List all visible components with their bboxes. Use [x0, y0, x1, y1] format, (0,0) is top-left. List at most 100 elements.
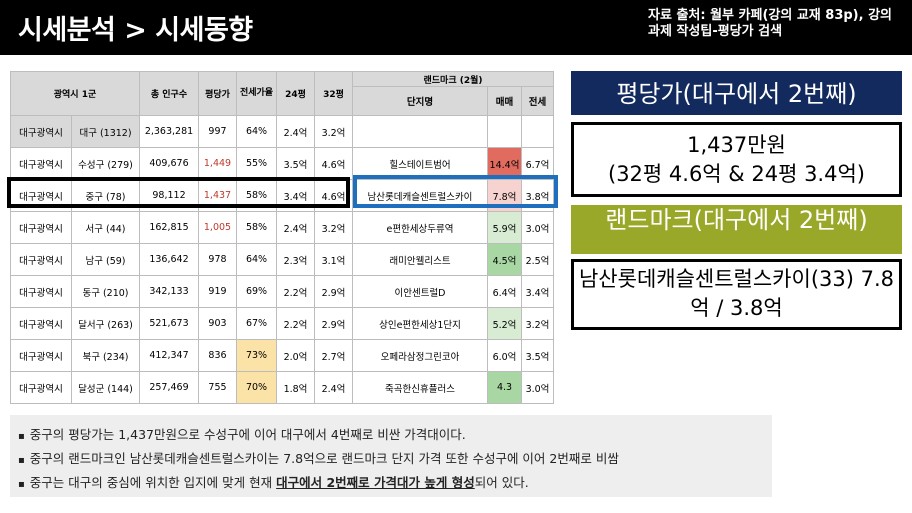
cell-32: 3.2억 — [314, 115, 353, 148]
cell-sale — [487, 115, 522, 148]
cell-city: 대구광역시 — [10, 275, 72, 308]
table-row: 대구광역시 남구 (59) 136,642 978 64% 2.3억 3.1억 … — [10, 243, 554, 276]
cell-price: 755 — [198, 371, 237, 404]
cell-price: 997 — [198, 115, 237, 148]
landmark-summary-box: 남산롯데캐슬센트럴스카이(33) 7.8억 / 3.8억 — [571, 259, 902, 330]
cell-24: 2.4억 — [276, 115, 315, 148]
cell-24: 2.2억 — [276, 275, 315, 308]
cell-complex: 오페라삼정그린코아 — [352, 339, 488, 372]
cell-jeonse: 3.0억 — [521, 211, 554, 244]
price-value: 1,437만원 — [687, 133, 786, 157]
table-row: 대구광역시 서구 (44) 162,815 1,005 58% 2.4억 3.2… — [10, 211, 554, 244]
cell-price: 1,449 — [198, 147, 237, 180]
col-header-price-per-pyeong: 평당가 — [198, 71, 237, 116]
cell-32: 2.7억 — [314, 339, 353, 372]
cell-population: 521,673 — [139, 307, 199, 340]
landmark-heading: 랜드마크(대구에서 2번째) — [571, 205, 902, 254]
cell-complex: 상인e편한세상1단지 — [352, 307, 488, 340]
cell-district: 북구 (234) — [71, 339, 140, 372]
cell-ratio: 73% — [236, 339, 277, 372]
note-text: 되어 있다. — [474, 475, 529, 490]
cell-ratio: 67% — [236, 307, 277, 340]
cell-jeonse: 3.5억 — [521, 339, 554, 372]
note-3: ▪ 중구는 대구의 중심에 위치한 입지에 맞게 현재 대구에서 2번째로 가격대… — [18, 472, 529, 491]
table-row: 대구광역시 대구 (1312) 2,363,281 997 64% 2.4억 3… — [10, 115, 554, 148]
table-row: 대구광역시 수성구 (279) 409,676 1,449 55% 3.5억 4… — [10, 147, 554, 180]
page-title: 시세분석 > 시세동향 — [18, 15, 253, 46]
cell-complex: 죽곡한신휴플러스 — [352, 371, 488, 404]
cell-24: 2.3억 — [276, 243, 315, 276]
cell-district: 동구 (210) — [71, 275, 140, 308]
cell-sale: 6.0억 — [487, 339, 522, 372]
cell-ratio: 58% — [236, 211, 277, 244]
cell-sale: 4.3 — [487, 371, 522, 404]
cell-sale: 5.2억 — [487, 307, 522, 340]
cell-32: 2.9억 — [314, 307, 353, 340]
table-row: 대구광역시 달성군 (144) 257,469 755 70% 1.8억 2.4… — [10, 371, 554, 404]
cell-city: 대구광역시 — [10, 115, 72, 148]
bullet-icon: ▪ — [18, 455, 25, 466]
cell-complex: 이안센트럴D — [352, 275, 488, 308]
header-bar: 시세분석 > 시세동향 자료 출처: 월부 카페(강의 교재 83p), 강의과… — [0, 0, 912, 55]
note-2: ▪ 중구의 랜드마크인 남산롯데캐슬센트럴스카이는 7.8억으로 랜드마크 단지 … — [18, 448, 619, 467]
cell-district: 서구 (44) — [71, 211, 140, 244]
cell-price: 919 — [198, 275, 237, 308]
cell-32: 4.6억 — [314, 147, 353, 180]
cell-complex — [352, 115, 488, 148]
cell-city: 대구광역시 — [10, 307, 72, 340]
cell-price: 836 — [198, 339, 237, 372]
col-header-sale: 매매 — [487, 86, 522, 116]
col-header-region: 광역시 1군 — [10, 71, 140, 116]
cell-sale: 6.4억 — [487, 275, 522, 308]
cell-price: 978 — [198, 243, 237, 276]
cell-ratio: 55% — [236, 147, 277, 180]
table-row: 대구광역시 북구 (234) 412,347 836 73% 2.0억 2.7억… — [10, 339, 554, 372]
cell-jeonse — [521, 115, 554, 148]
price-heading: 평당가(대구에서 2번째) — [571, 71, 902, 115]
cell-district: 대구 (1312) — [71, 115, 140, 148]
col-header-complex: 단지명 — [352, 86, 488, 116]
cell-population: 162,815 — [139, 211, 199, 244]
price-table: 광역시 1군 총 인구수 평당가 전세가율 24평 32평 랜드마크 (2월) … — [10, 71, 554, 404]
cell-population: 136,642 — [139, 243, 199, 276]
cell-population: 342,133 — [139, 275, 199, 308]
cell-jeonse: 3.4억 — [521, 275, 554, 308]
cell-24: 2.2억 — [276, 307, 315, 340]
cell-city: 대구광역시 — [10, 339, 72, 372]
cell-city: 대구광역시 — [10, 371, 72, 404]
cell-district: 남구 (59) — [71, 243, 140, 276]
price-detail: (32평 4.6억 & 24평 3.4억) — [608, 162, 865, 186]
cell-district: 달서구 (263) — [71, 307, 140, 340]
col-header-jeonse-ratio: 전세가율 — [236, 71, 277, 116]
cell-city: 대구광역시 — [10, 211, 72, 244]
cell-complex: e편한세상두류역 — [352, 211, 488, 244]
cell-jeonse: 3.2억 — [521, 307, 554, 340]
col-header-32pyeong: 32평 — [314, 71, 353, 116]
cell-24: 2.0억 — [276, 339, 315, 372]
cell-city: 대구광역시 — [10, 243, 72, 276]
table-row: 대구광역시 달서구 (263) 521,673 903 67% 2.2억 2.9… — [10, 307, 554, 340]
cell-district: 수성구 (279) — [71, 147, 140, 180]
cell-complex: 래미안웰리스트 — [352, 243, 488, 276]
bullet-icon: ▪ — [18, 431, 25, 442]
col-header-landmark-group: 랜드마크 (2월) — [352, 71, 554, 87]
price-summary-box: 1,437만원 (32평 4.6억 & 24평 3.4억) — [571, 122, 902, 197]
cell-ratio: 64% — [236, 243, 277, 276]
cell-32: 2.9억 — [314, 275, 353, 308]
junggu-row-highlight — [7, 177, 350, 208]
landmark-detail: 남산롯데캐슬센트럴스카이(33) 7.8억 / 3.8억 — [578, 267, 895, 320]
cell-24: 3.5억 — [276, 147, 315, 180]
note-text: 중구의 평당가는 1,437만원으로 수성구에 이어 대구에서 4번째로 비싼 … — [29, 427, 466, 442]
landmark-highlight — [353, 175, 558, 208]
cell-ratio: 70% — [236, 371, 277, 404]
cell-population: 2,363,281 — [139, 115, 199, 148]
cell-price: 1,005 — [198, 211, 237, 244]
table-row: 대구광역시 동구 (210) 342,133 919 69% 2.2억 2.9억… — [10, 275, 554, 308]
col-header-population: 총 인구수 — [139, 71, 199, 116]
cell-jeonse: 2.5억 — [521, 243, 554, 276]
cell-24: 1.8억 — [276, 371, 315, 404]
cell-city: 대구광역시 — [10, 147, 72, 180]
col-header-24pyeong: 24평 — [276, 71, 315, 116]
cell-sale: 4.5억 — [487, 243, 522, 276]
cell-32: 3.1억 — [314, 243, 353, 276]
